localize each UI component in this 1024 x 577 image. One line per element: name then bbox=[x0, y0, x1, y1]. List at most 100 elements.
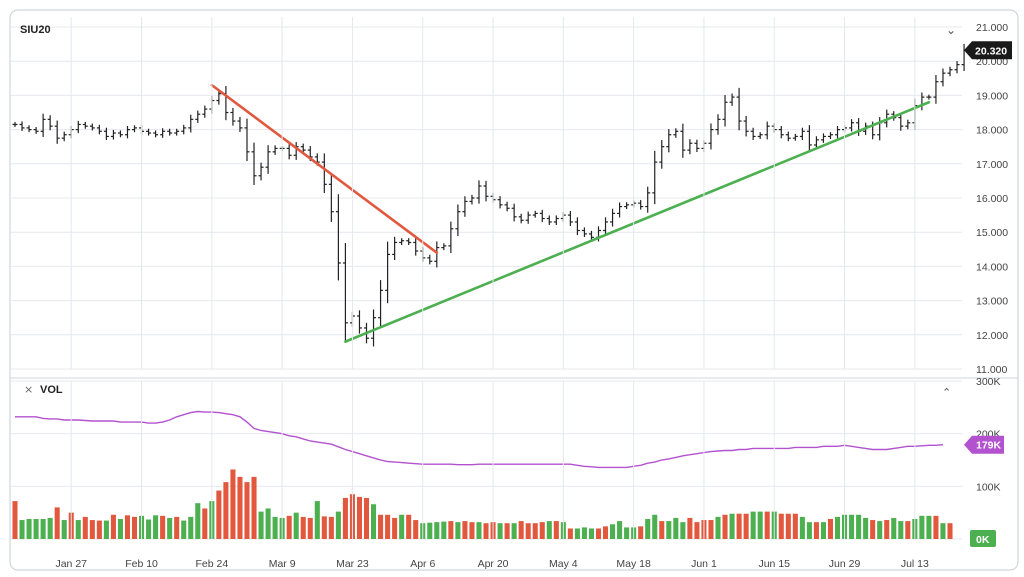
vol-label: VOL bbox=[40, 384, 63, 396]
volume-bar bbox=[117, 518, 123, 539]
volume-bar bbox=[806, 522, 812, 539]
price-bar bbox=[729, 93, 735, 106]
volume-bar bbox=[89, 520, 95, 539]
trendlines bbox=[210, 83, 931, 343]
volume-bar bbox=[785, 513, 791, 539]
volume-bar bbox=[610, 524, 616, 539]
x-tick-label: Jun 29 bbox=[829, 558, 861, 570]
collapse-up-chevron-icon[interactable]: ⌃ bbox=[942, 386, 951, 399]
volume-bar bbox=[335, 511, 341, 539]
price-bar bbox=[82, 121, 88, 129]
last-price-badge: 20.320 bbox=[964, 41, 1012, 60]
volume-bar bbox=[638, 526, 644, 539]
price-bar bbox=[511, 203, 517, 222]
volume-bar bbox=[174, 516, 180, 539]
price-bar bbox=[532, 210, 538, 218]
price-bar bbox=[603, 217, 609, 236]
price-bar bbox=[181, 124, 187, 135]
x-tick-label: Jun 1 bbox=[691, 558, 717, 570]
volume-bar bbox=[146, 519, 152, 539]
volume-bar bbox=[708, 520, 714, 539]
volume-bar bbox=[891, 517, 897, 539]
price-bar bbox=[117, 130, 123, 138]
volume-bar bbox=[504, 523, 510, 539]
x-tick-label: Jan 27 bbox=[55, 558, 87, 570]
volume-bar bbox=[834, 516, 841, 539]
price-bar bbox=[146, 128, 152, 136]
zero-value-label: 0K bbox=[976, 534, 990, 546]
volume-bar bbox=[898, 521, 904, 539]
volume-bar bbox=[33, 518, 39, 539]
volume-bar bbox=[12, 501, 18, 539]
price-bar bbox=[652, 150, 658, 205]
trendline[interactable] bbox=[210, 83, 439, 255]
price-bar bbox=[680, 123, 686, 158]
x-tick-label: Apr 20 bbox=[478, 558, 509, 570]
price-bar bbox=[12, 122, 18, 127]
price-bar bbox=[708, 123, 714, 150]
price-bar bbox=[687, 139, 693, 155]
volume-bar bbox=[314, 501, 320, 539]
volume-bar bbox=[588, 528, 594, 539]
volume-bar bbox=[567, 528, 573, 539]
price-y-tick-label: 13.000 bbox=[976, 296, 1008, 308]
price-y-tick-label: 16.000 bbox=[976, 193, 1008, 205]
volume-bar bbox=[356, 496, 363, 539]
volume-bar bbox=[427, 522, 433, 539]
volume-bar bbox=[244, 482, 250, 539]
x-tick-label: Apr 6 bbox=[410, 558, 435, 570]
price-bar bbox=[926, 94, 932, 100]
price-bar bbox=[441, 243, 447, 251]
collapse-chevron-icon[interactable]: ⌄ bbox=[946, 23, 956, 37]
volume-y-tick-label: 300K bbox=[976, 376, 1001, 388]
volume-bar bbox=[258, 511, 264, 539]
x-tick-label: Jun 15 bbox=[758, 558, 790, 570]
x-tick-label: Jul 13 bbox=[901, 558, 929, 570]
volume-bar bbox=[518, 521, 524, 539]
price-bar bbox=[806, 125, 812, 152]
price-bar bbox=[469, 194, 475, 205]
price-bar bbox=[764, 121, 770, 140]
price-bar bbox=[132, 125, 138, 133]
trendline[interactable] bbox=[344, 100, 931, 343]
price-bar bbox=[792, 133, 798, 141]
price-bar bbox=[47, 115, 53, 131]
price-bar bbox=[321, 153, 327, 194]
price-bar bbox=[750, 127, 756, 141]
volume-bar bbox=[448, 521, 454, 539]
price-bar bbox=[33, 127, 39, 134]
volume-bar bbox=[167, 517, 173, 539]
volume-bar bbox=[40, 518, 46, 539]
price-bar bbox=[525, 211, 531, 224]
price-bar bbox=[947, 66, 953, 77]
volume-bar bbox=[47, 517, 53, 539]
price-bar bbox=[666, 129, 672, 153]
volume-bar bbox=[877, 521, 883, 539]
price-bar bbox=[103, 127, 109, 141]
volume-bar bbox=[799, 516, 805, 539]
volume-bar bbox=[300, 516, 306, 539]
volume-bar bbox=[687, 517, 693, 539]
volume-bar bbox=[813, 522, 819, 539]
volume-bar bbox=[96, 520, 102, 539]
price-bar bbox=[905, 119, 911, 130]
volume-bar bbox=[884, 520, 890, 539]
x-axis: Jan 27 Feb 10 Feb 24 Mar 9 Mar 23 Apr 6 Apr 20… bbox=[55, 558, 929, 570]
volume-bar bbox=[694, 522, 700, 539]
volume-bar bbox=[497, 523, 503, 539]
close-vol-icon[interactable]: × bbox=[24, 383, 33, 396]
price-y-axis: 21.00020.00019.00018.00017.00016.00015.0… bbox=[976, 22, 1008, 376]
volume-bar bbox=[539, 522, 545, 539]
price-bar bbox=[638, 200, 644, 210]
volume-bar bbox=[940, 523, 946, 539]
x-tick-label: Mar 23 bbox=[336, 558, 369, 570]
price-y-tick-label: 11.000 bbox=[976, 364, 1007, 376]
volume-bar bbox=[75, 520, 81, 539]
volume-bar bbox=[933, 515, 939, 539]
price-bar bbox=[124, 126, 130, 139]
volume-bar bbox=[617, 521, 623, 539]
price-bar bbox=[539, 209, 545, 223]
price-bar bbox=[849, 119, 855, 132]
price-bar bbox=[954, 61, 960, 74]
